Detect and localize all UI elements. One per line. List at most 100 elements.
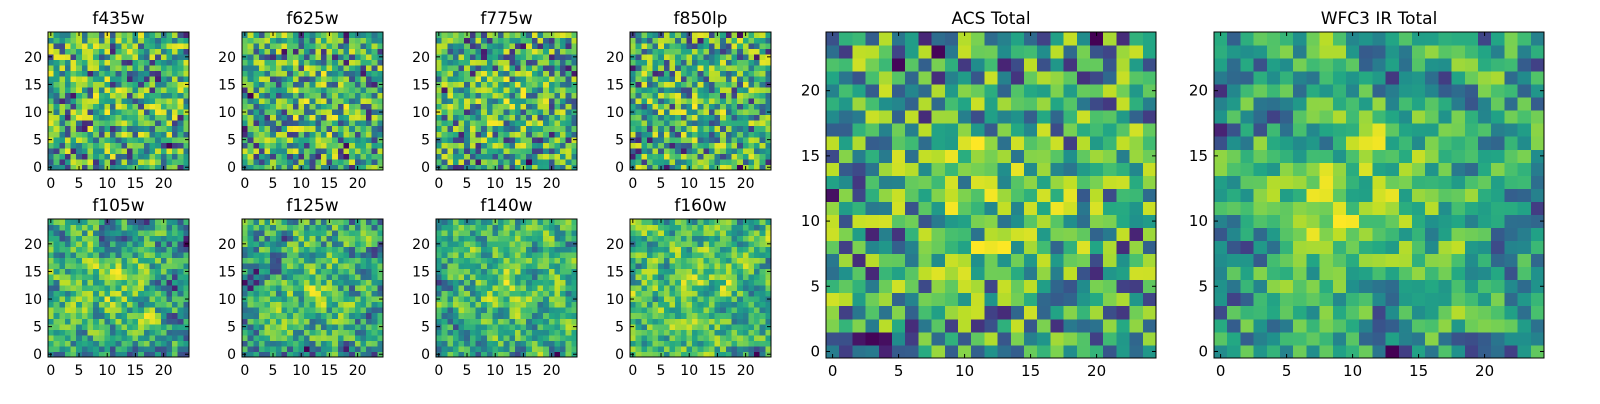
x-tick-label: 5 — [269, 363, 278, 379]
heatmap-cell — [475, 230, 481, 236]
heatmap-cell — [475, 49, 481, 55]
heatmap-cell — [538, 329, 544, 335]
heatmap-cell — [76, 54, 82, 60]
heatmap-cell — [59, 32, 65, 38]
heatmap-cell — [265, 82, 271, 88]
heatmap-cell — [566, 230, 572, 236]
heatmap-cell — [560, 120, 566, 126]
heatmap-cell — [726, 65, 732, 71]
heatmap-cell — [743, 142, 749, 148]
heatmap-cell — [653, 60, 659, 66]
heatmap-cell — [59, 131, 65, 137]
heatmap-cell — [310, 335, 316, 341]
heatmap-cell — [127, 43, 133, 49]
heatmap-cell — [281, 252, 287, 258]
heatmap-cell — [93, 280, 99, 286]
heatmap-cell — [515, 263, 521, 269]
heatmap-cell — [338, 247, 344, 253]
heatmap-cell — [138, 98, 144, 104]
heatmap-cell — [270, 252, 276, 258]
heatmap-cell — [133, 120, 139, 126]
heatmap-cell — [150, 230, 156, 236]
heatmap-cell — [99, 159, 105, 165]
heatmap-cell — [549, 329, 555, 335]
heatmap-cell — [366, 60, 372, 66]
heatmap-cell — [492, 49, 498, 55]
heatmap-cell — [298, 76, 304, 82]
heatmap-cell — [470, 274, 476, 280]
heatmap-cell — [287, 109, 293, 115]
heatmap-cell — [515, 236, 521, 242]
heatmap-cell — [566, 76, 572, 82]
heatmap-cell — [178, 263, 184, 269]
heatmap-cell — [138, 32, 144, 38]
heatmap-cell — [178, 137, 184, 143]
heatmap-cell — [715, 87, 721, 93]
heatmap-cell — [281, 219, 287, 225]
heatmap-cell — [686, 313, 692, 319]
heatmap-cell — [636, 60, 642, 66]
heatmap-cell — [150, 93, 156, 99]
heatmap-cell — [99, 219, 105, 225]
heatmap-cell — [360, 148, 366, 154]
heatmap-cell — [315, 230, 321, 236]
heatmap-cell — [698, 274, 704, 280]
heatmap-cell — [686, 346, 692, 352]
heatmap-cell — [720, 291, 726, 297]
heatmap-cell — [560, 148, 566, 154]
heatmap-cell — [138, 335, 144, 341]
heatmap-cell — [332, 120, 338, 126]
heatmap-cell — [59, 98, 65, 104]
heatmap-cell — [161, 252, 167, 258]
heatmap-cell — [664, 43, 670, 49]
panel-title: f160w — [674, 196, 726, 216]
heatmap-cell — [459, 236, 465, 242]
heatmap-cell — [481, 93, 487, 99]
heatmap-cell — [116, 104, 122, 110]
heatmap-cell — [538, 274, 544, 280]
heatmap-cell — [265, 302, 271, 308]
heatmap-cell — [321, 54, 327, 60]
heatmap-cell — [709, 285, 715, 291]
heatmap-cell — [681, 280, 687, 286]
heatmap-cell — [566, 247, 572, 253]
heatmap-cell — [692, 65, 698, 71]
heatmap-cell — [155, 38, 161, 44]
heatmap-cell — [259, 274, 265, 280]
heatmap-cell — [521, 87, 527, 93]
heatmap-cell — [321, 49, 327, 55]
heatmap-cell — [641, 280, 647, 286]
heatmap-cell — [116, 82, 122, 88]
heatmap-cell — [87, 258, 93, 264]
heatmap-cell — [686, 60, 692, 66]
heatmap-cell — [554, 346, 560, 352]
heatmap-cell — [636, 76, 642, 82]
heatmap-cell — [636, 285, 642, 291]
heatmap-cell — [59, 307, 65, 313]
heatmap-cell — [281, 131, 287, 137]
heatmap-cell — [293, 274, 299, 280]
heatmap-cell — [327, 38, 333, 44]
heatmap-cell — [110, 76, 116, 82]
heatmap-cell — [571, 126, 577, 132]
heatmap-cell — [737, 148, 743, 154]
heatmap-cell — [265, 291, 271, 297]
heatmap-cell — [172, 219, 178, 225]
x-tick-label: 10 — [486, 176, 504, 192]
heatmap-cell — [270, 38, 276, 44]
heatmap-cell — [664, 104, 670, 110]
heatmap-cell — [321, 252, 327, 258]
heatmap-cell — [720, 76, 726, 82]
heatmap-cell — [549, 313, 555, 319]
heatmap-cell — [543, 148, 549, 154]
heatmap-cell — [310, 252, 316, 258]
heatmap-cell — [76, 274, 82, 280]
heatmap-cell — [155, 109, 161, 115]
heatmap-cell — [99, 49, 105, 55]
heatmap-cell — [760, 318, 766, 324]
heatmap-cell — [515, 120, 521, 126]
x-tick-label: 10 — [486, 363, 504, 379]
heatmap-cell — [116, 307, 122, 313]
heatmap-cell — [647, 120, 653, 126]
heatmap-cell — [304, 318, 310, 324]
